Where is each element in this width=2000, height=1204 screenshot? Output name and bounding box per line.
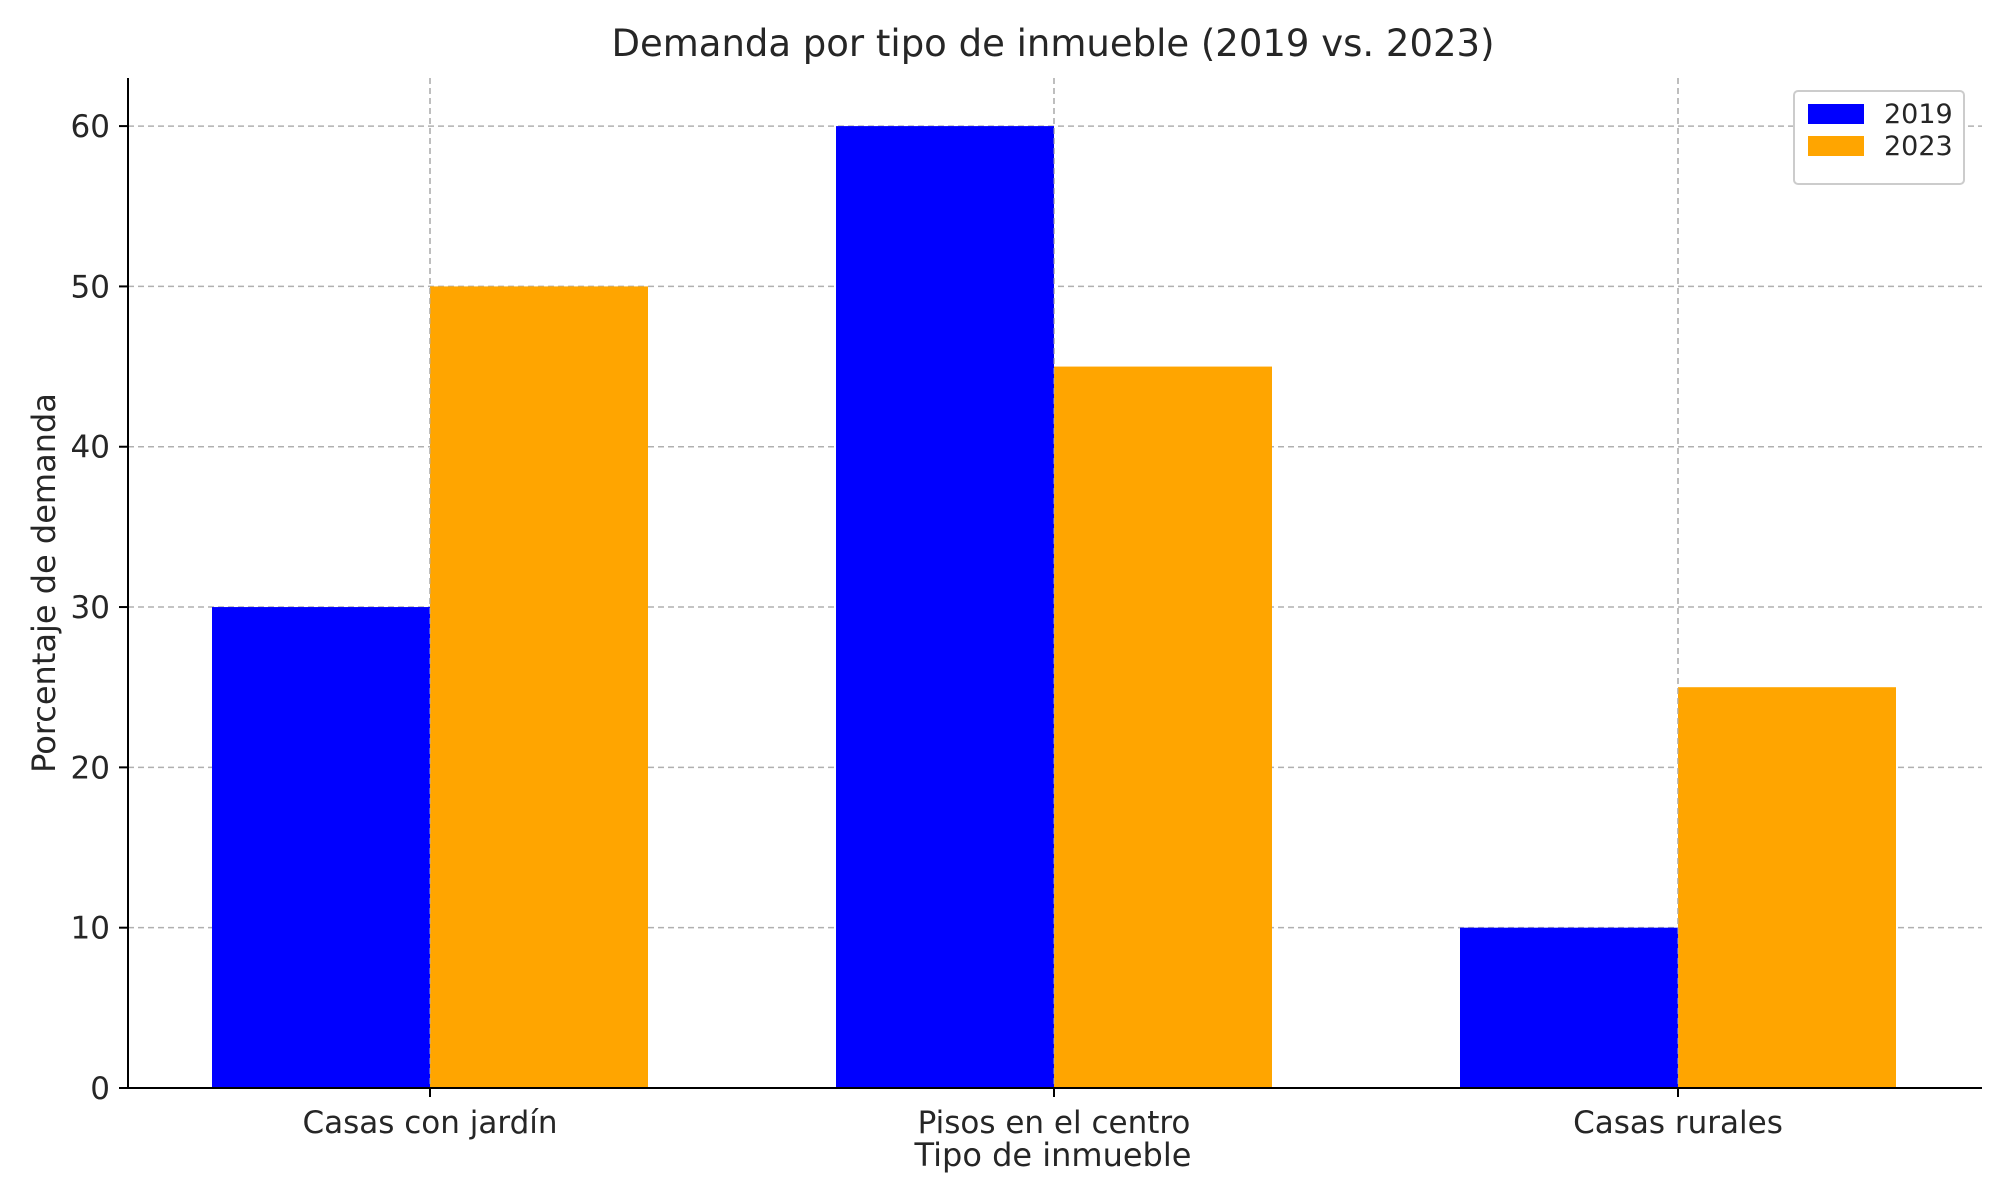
y-tick-label: 0 [90, 1071, 110, 1107]
legend-label-2023: 2023 [1884, 131, 1953, 162]
legend-swatch-2023 [1808, 136, 1864, 156]
y-axis-label: Porcentaje de demanda [25, 393, 63, 773]
y-tick-label: 40 [71, 430, 110, 466]
bar-2023-1 [430, 286, 648, 1088]
y-tick-label: 60 [71, 109, 110, 145]
tick-labels: 0 10 20 30 40 50 60 Casas con jardín Pisos en el… [71, 109, 1783, 1141]
y-tick-label: 30 [71, 590, 110, 626]
legend-swatch-2019 [1808, 104, 1864, 124]
x-tick-label: Casas con jardín [302, 1105, 557, 1141]
bars [212, 78, 1896, 1089]
x-axis-label: Tipo de inmueble [914, 1136, 1192, 1174]
bar-2019-1 [212, 607, 430, 1088]
bar-2023-3 [1678, 687, 1896, 1088]
y-tick-label: 10 [71, 911, 110, 947]
bar-2019-2 [836, 126, 1054, 1089]
x-tick-label: Casas rurales [1573, 1105, 1783, 1141]
x-tick-label: Pisos en el centro [918, 1105, 1191, 1141]
bar-2023-2 [1054, 366, 1272, 1089]
y-tick-label: 20 [71, 750, 110, 786]
chart-title: Demanda por tipo de inmueble (2019 vs. 2… [611, 22, 1494, 65]
bar-2019-3 [1460, 927, 1678, 1088]
legend-label-2019: 2019 [1884, 99, 1953, 130]
y-tick-label: 50 [71, 269, 110, 305]
